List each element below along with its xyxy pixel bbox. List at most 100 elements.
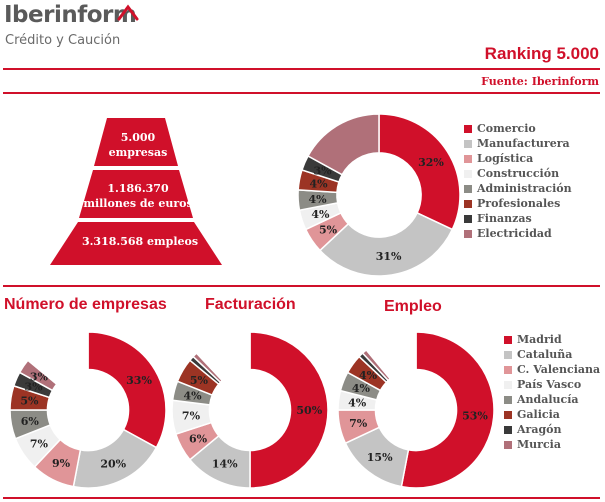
legend3-item-7: Murcia xyxy=(504,437,600,452)
legend3-swatch-3 xyxy=(504,380,512,389)
donut-chart-empresas: 33%20%9%7%6%5%3%3% xyxy=(9,331,167,489)
pyramid-3-line1: 3.318.568 empleos xyxy=(81,235,199,248)
legend0-label-3: Construcción xyxy=(477,167,560,180)
chart0-slice-1 xyxy=(318,211,454,277)
pyramid-level-1 xyxy=(94,118,178,166)
legend0-label-1: Manufacturera xyxy=(477,137,570,150)
legend0-swatch-0 xyxy=(464,124,472,133)
source-divider xyxy=(3,92,600,94)
chart1-label-2: 9% xyxy=(52,457,71,470)
chart1-label-0: 33% xyxy=(126,374,152,387)
legend0-item-3: Construcción xyxy=(464,166,572,181)
chart3-label-4: 4% xyxy=(352,382,371,395)
chart3-label-5: 4% xyxy=(359,369,378,382)
chart-title-empleo: Empleo xyxy=(384,298,442,315)
pyramid-2-line1: 1.186.370 xyxy=(107,182,169,195)
legend0-item-1: Manufacturera xyxy=(464,136,572,151)
chart0-slice-0 xyxy=(378,113,461,231)
chart2-label-4: 4% xyxy=(184,389,203,402)
page-title: Ranking 5.000 xyxy=(484,44,599,63)
legend3-label-4: Andalucía xyxy=(517,393,579,406)
chart1-label-6: 3% xyxy=(25,380,44,393)
chart1-label-4: 6% xyxy=(21,415,40,428)
donut-chart-facturacion: 50% 14% 6% 7% 4% 5% xyxy=(171,331,329,489)
chart0-label-2: 5% xyxy=(319,224,338,237)
legend3-item-6: Aragón xyxy=(504,422,600,437)
chart3-slice-8 xyxy=(365,331,417,380)
legend3-swatch-4 xyxy=(504,395,512,404)
chart3-label-0: 53% xyxy=(462,410,488,423)
brand-name: Iberinform xyxy=(4,2,137,28)
legend0-item-6: Finanzas xyxy=(464,211,572,226)
legend0-item-0: Comercio xyxy=(464,121,572,136)
chart2-label-1: 14% xyxy=(212,458,238,471)
legend3-label-3: País Vasco xyxy=(517,378,582,391)
legend0-label-4: Administración xyxy=(477,182,572,195)
chart1-label-5: 5% xyxy=(20,395,39,408)
legend0-label-5: Profesionales xyxy=(477,197,561,210)
chart1-slice-0 xyxy=(87,331,167,449)
chart3-slice-0 xyxy=(400,331,495,489)
pyramid-level-2 xyxy=(79,170,193,218)
section-divider xyxy=(3,285,600,287)
legend3-item-3: País Vasco xyxy=(504,377,600,392)
sector-legend: Comercio Manufacturera Logística Construcci… xyxy=(464,121,572,241)
chart0-label-1: 31% xyxy=(376,250,402,263)
legend3-swatch-0 xyxy=(504,335,512,344)
chart2-label-2: 6% xyxy=(189,433,208,446)
logo-mark-icon xyxy=(117,4,139,21)
legend0-swatch-7 xyxy=(464,229,472,238)
legend3-label-5: Galicia xyxy=(517,408,560,421)
legend0-swatch-2 xyxy=(464,154,472,163)
pyramid-text-3: 3.318.568 empleos xyxy=(55,234,225,249)
chart-title-empresas: Número de empresas xyxy=(4,296,167,313)
legend0-swatch-6 xyxy=(464,214,472,223)
legend3-swatch-5 xyxy=(504,410,512,419)
legend3-label-1: Cataluña xyxy=(517,348,573,361)
chart3-label-2: 7% xyxy=(349,417,368,430)
chart1-label-1: 20% xyxy=(100,458,126,471)
legend3-item-1: Cataluña xyxy=(504,347,600,362)
header-divider xyxy=(3,68,600,70)
chart0-label-4: 4% xyxy=(309,193,328,206)
pyramid-level-3 xyxy=(50,222,222,265)
pyramid-text-2: 1.186.370 millones de euros xyxy=(58,181,218,211)
donut-chart-sectors: 32%31%5%4%4%4%3% xyxy=(297,113,461,277)
legend0-swatch-4 xyxy=(464,184,472,193)
chart0-label-0: 32% xyxy=(418,156,444,169)
legend3-label-6: Aragón xyxy=(517,423,562,436)
legend3-item-2: C. Valenciana xyxy=(504,362,600,377)
kpi-pyramid xyxy=(50,118,222,265)
chart0-label-6: 3% xyxy=(313,165,332,178)
legend3-label-2: C. Valenciana xyxy=(517,363,601,376)
chart2-label-0: 50% xyxy=(296,404,322,417)
footer-divider xyxy=(3,497,600,499)
legend0-label-2: Logística xyxy=(477,152,534,165)
legend3-swatch-2 xyxy=(504,365,512,374)
chart2-label-5: 5% xyxy=(190,374,209,387)
legend0-swatch-1 xyxy=(464,139,472,148)
legend3-label-0: Madrid xyxy=(517,333,562,346)
chart2-slice-0 xyxy=(249,331,329,489)
legend3-item-0: Madrid xyxy=(504,332,600,347)
legend3-item-4: Andalucía xyxy=(504,392,600,407)
legend0-label-0: Comercio xyxy=(477,122,536,135)
chart0-slice-7 xyxy=(307,113,380,176)
pyramid-1-line2: empresas xyxy=(108,146,168,159)
legend0-item-7: Electricidad xyxy=(464,226,572,241)
region-legend: Madrid Cataluña C. Valenciana País Vasco And… xyxy=(504,332,600,452)
chart3-label-1: 15% xyxy=(367,451,393,464)
legend0-label-7: Electricidad xyxy=(477,227,552,240)
legend3-swatch-6 xyxy=(504,425,512,434)
brand-tagline: Crédito y Caución xyxy=(5,33,121,48)
legend3-swatch-7 xyxy=(504,440,512,449)
chart0-label-5: 4% xyxy=(309,177,328,190)
chart2-label-3: 7% xyxy=(182,410,201,423)
legend0-item-5: Profesionales xyxy=(464,196,572,211)
legend0-swatch-3 xyxy=(464,169,472,178)
legend0-swatch-5 xyxy=(464,199,472,208)
chart3-label-3: 4% xyxy=(348,397,367,410)
legend0-item-4: Administración xyxy=(464,181,572,196)
legend3-item-5: Galicia xyxy=(504,407,600,422)
legend0-item-2: Logística xyxy=(464,151,572,166)
